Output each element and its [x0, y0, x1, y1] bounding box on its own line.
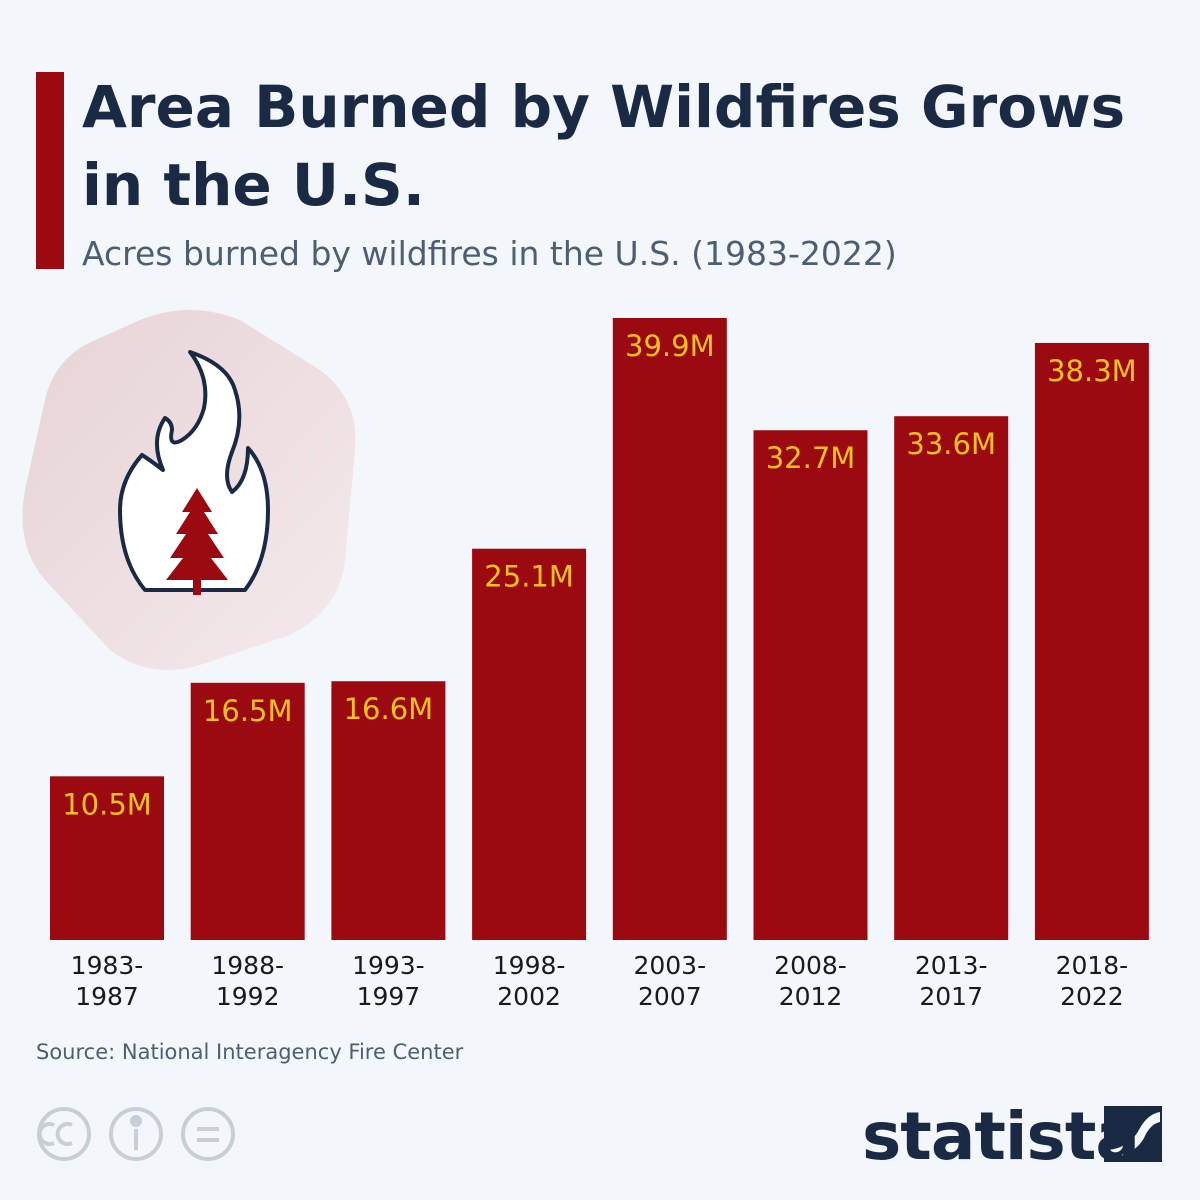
value-label: 16.6M [344, 692, 434, 726]
bar [50, 776, 164, 940]
value-label: 39.9M [625, 329, 715, 363]
x-tick-label: 2003-2007 [633, 951, 707, 1011]
x-tick-label: 1988-1992 [211, 951, 285, 1011]
tree-icon [166, 488, 228, 595]
x-tick-label: 2013-2017 [914, 951, 988, 1011]
x-tick-label: 1998-2002 [492, 951, 566, 1011]
logo-mark [1104, 1106, 1162, 1162]
chart-title: Area Burned by Wildfires Grows in the U.… [82, 73, 1126, 219]
x-tick-label: 2018-2022 [1055, 951, 1129, 1011]
value-label: 10.5M [62, 787, 152, 821]
source-note: Source: National Interagency Fire Center [36, 1040, 464, 1064]
logo: statista [862, 1098, 1140, 1175]
bar [190, 682, 305, 940]
bar [753, 430, 868, 940]
bar [472, 548, 587, 940]
bar [612, 318, 727, 940]
x-tick-label: 2008-2012 [774, 951, 847, 1011]
bar [894, 416, 1009, 940]
bar [1034, 342, 1149, 940]
value-label: 32.7M [766, 441, 856, 475]
license-icons [37, 1107, 235, 1161]
chart-subtitle: Acres burned by wildfires in the U.S. (1… [82, 234, 897, 273]
flame-icon [118, 350, 270, 592]
value-label: 38.3M [1047, 354, 1137, 388]
bar [331, 681, 446, 940]
title-accent [36, 72, 64, 269]
x-tick-label: 1983-1987 [70, 951, 144, 1011]
x-tick-label: 1993-1997 [352, 951, 425, 1011]
value-label: 16.5M [203, 694, 293, 728]
value-label: 25.1M [484, 560, 574, 594]
value-label: 33.6M [906, 427, 996, 461]
